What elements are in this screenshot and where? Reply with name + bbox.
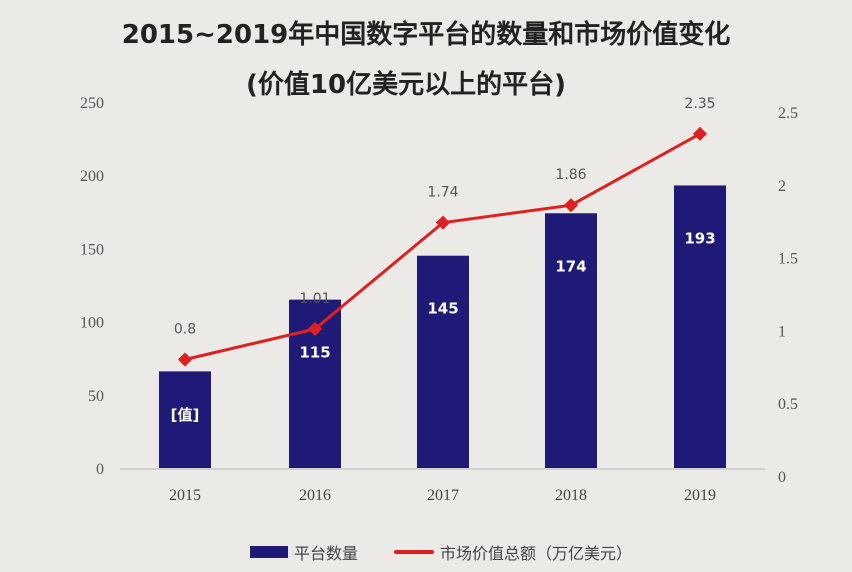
x-axis-tick-label: 2018: [555, 487, 587, 504]
line-data-label: 0.8: [174, 322, 196, 338]
x-axis-tick-label: 2017: [427, 487, 459, 504]
right-axis-tick-label: 0: [778, 469, 786, 486]
bar-data-label: 193: [684, 229, 715, 247]
chart-title: 2015~2019年中国数字平台的数量和市场价值变化: [121, 20, 731, 50]
bar-data-label: [值]: [171, 406, 200, 424]
right-axis-tick-label: 1.5: [778, 251, 798, 268]
line-data-label: 1.86: [555, 167, 586, 183]
x-axis-tick-label: 2019: [684, 487, 716, 504]
line-marker: [563, 198, 579, 213]
bar: [417, 255, 469, 468]
legend-label-line: 市场价值总额（万亿美元）: [440, 544, 633, 563]
line-marker: [307, 321, 323, 337]
bar-data-label: 145: [427, 300, 458, 318]
legend-swatch-bar: [250, 546, 288, 558]
bar-data-label: 115: [299, 344, 330, 362]
right-axis-tick-label: 2: [778, 178, 786, 195]
left-axis-tick-label: 50: [88, 388, 104, 405]
line-marker: [177, 352, 193, 367]
line-data-label: 1.01: [299, 291, 330, 307]
legend-swatch-line: [394, 550, 435, 554]
chart-subtitle: (价值10亿美元以上的平台): [246, 70, 566, 100]
legend-label-bar: 平台数量: [294, 544, 359, 563]
left-axis-tick-label: 100: [80, 315, 104, 332]
line-data-label: 1.74: [427, 185, 458, 201]
legend: 平台数量 市场价值总额（万亿美元）: [250, 540, 632, 564]
left-axis-tick-label: 0: [96, 461, 104, 478]
left-axis-tick-label: 200: [80, 168, 104, 185]
x-axis-tick-label: 2015: [169, 487, 201, 504]
right-axis-tick-label: 0.5: [778, 396, 798, 413]
bar: [545, 213, 597, 468]
line-data-label: 2.35: [684, 96, 715, 112]
right-axis-tick-label: 1: [778, 323, 786, 340]
bar: [674, 185, 726, 468]
x-axis-tick-label: 2016: [299, 487, 331, 504]
bar: [159, 371, 211, 468]
left-axis-tick-label: 250: [80, 95, 104, 112]
line-marker: [692, 126, 708, 141]
right-axis-tick-label: 2.5: [778, 105, 798, 122]
line-marker: [435, 215, 451, 230]
left-axis-tick-label: 150: [80, 241, 104, 258]
bar-data-label: 174: [555, 257, 586, 275]
